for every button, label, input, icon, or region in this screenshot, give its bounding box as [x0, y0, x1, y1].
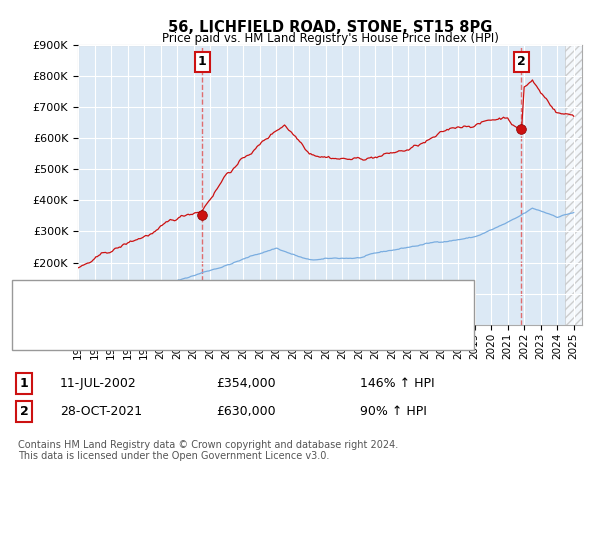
Text: 2: 2	[20, 405, 28, 418]
Text: —: —	[30, 293, 47, 311]
Text: 1: 1	[198, 55, 207, 68]
Text: Contains HM Land Registry data © Crown copyright and database right 2024.: Contains HM Land Registry data © Crown c…	[18, 440, 398, 450]
Text: This data is licensed under the Open Government Licence v3.0.: This data is licensed under the Open Gov…	[18, 451, 329, 461]
Text: 1: 1	[20, 377, 28, 390]
Text: 90% ↑ HPI: 90% ↑ HPI	[360, 405, 427, 418]
Text: £354,000: £354,000	[216, 377, 275, 390]
Text: £630,000: £630,000	[216, 405, 275, 418]
Text: 28-OCT-2021: 28-OCT-2021	[60, 405, 142, 418]
Text: 56, LICHFIELD ROAD, STONE, ST15 8PG (detached house): 56, LICHFIELD ROAD, STONE, ST15 8PG (det…	[66, 297, 388, 307]
Text: HPI: Average price, detached house, Stafford: HPI: Average price, detached house, Staf…	[66, 325, 317, 335]
Text: —: —	[30, 321, 47, 339]
Text: 146% ↑ HPI: 146% ↑ HPI	[360, 377, 434, 390]
Text: Price paid vs. HM Land Registry's House Price Index (HPI): Price paid vs. HM Land Registry's House …	[161, 32, 499, 45]
Text: 56, LICHFIELD ROAD, STONE, ST15 8PG: 56, LICHFIELD ROAD, STONE, ST15 8PG	[168, 20, 492, 35]
Text: 2: 2	[517, 55, 526, 68]
Text: 11-JUL-2002: 11-JUL-2002	[60, 377, 137, 390]
